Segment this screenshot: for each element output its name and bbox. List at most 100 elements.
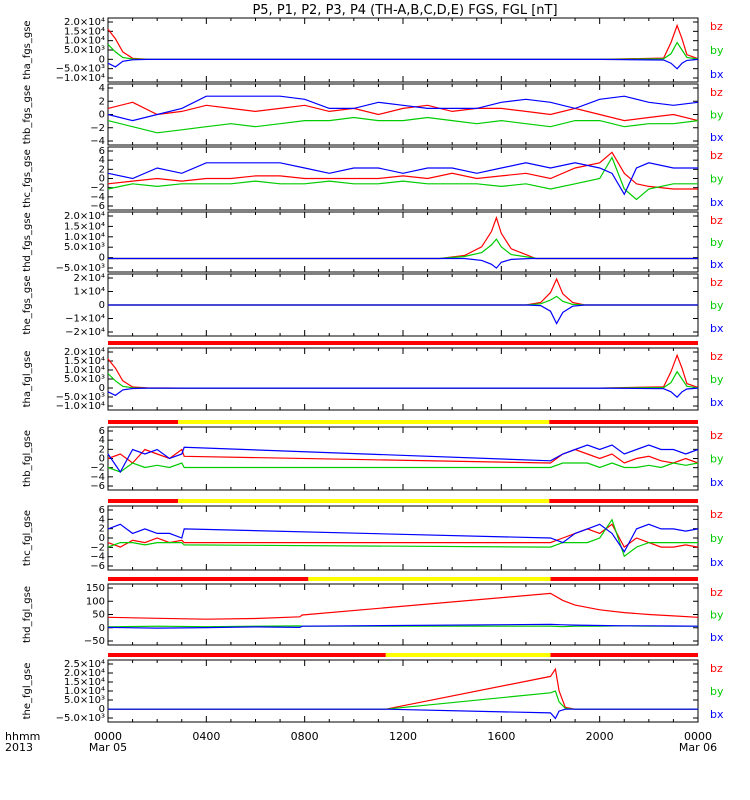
y-tick-label: 0 (99, 174, 105, 185)
legend-label-bx: bx (710, 556, 724, 569)
panel-frame (107, 211, 699, 273)
y-axis-title: thd_fgl_gse (22, 586, 33, 643)
y-tick-label: 4 (99, 155, 105, 166)
series-line-bx (107, 95, 699, 122)
y-tick-label: −4 (90, 552, 105, 563)
legend-label-bx: bx (710, 258, 724, 271)
legend-label-bz: bz (710, 20, 723, 33)
y-tick-label: 0 (99, 623, 105, 634)
legend-label-bz: bz (710, 214, 723, 227)
y-tick-label: −1×10⁴ (65, 314, 105, 325)
mode-bar-segment (550, 577, 698, 581)
series-line-bz (107, 101, 699, 122)
y-axis-title: thb_fgs_gse (22, 85, 33, 144)
legend-label-bx: bx (710, 396, 724, 409)
legend-label-bz: bz (710, 350, 723, 363)
series-line-by (108, 295, 698, 306)
panel-frame (107, 83, 699, 146)
y-tick-label: 6 (99, 505, 105, 516)
legend-label-by: by (710, 373, 724, 386)
mode-bar-segment (108, 499, 179, 503)
x-tick-label: 2000 (586, 730, 614, 743)
y-tick-label: −4 (90, 192, 105, 203)
legend-label-bx: bx (710, 131, 724, 144)
y-tick-label: 100 (86, 596, 105, 607)
y-tick-label: 2.0×10⁴ (64, 211, 105, 222)
series-line-bx (108, 257, 698, 269)
panel-frame (107, 146, 699, 211)
y-tick-label: 2.5×10⁴ (64, 659, 105, 670)
x-tick-label: 0400 (192, 730, 220, 743)
series-line-bz (107, 523, 699, 548)
time-axis: hhmm 2013 0000 0400 0800 1200 1600 2000 0000Ma… (5, 730, 717, 754)
legend-label-by: by (710, 173, 724, 186)
series-line-bx (107, 387, 699, 399)
legend-label-by: by (710, 44, 724, 57)
y-tick-label: 5.0×10³ (64, 45, 105, 56)
y-tick-label: 0 (99, 54, 105, 65)
series-line-bz (108, 667, 698, 710)
legend-label-by: by (710, 453, 724, 466)
y-tick-label: 5.0×10³ (64, 374, 105, 385)
y-tick-label: 1.0×10⁴ (64, 686, 105, 697)
legend-label-by: by (710, 685, 724, 698)
y-tick-label: 6 (99, 146, 105, 157)
series-line-bz (108, 277, 698, 306)
x-tick-label: 0000 (94, 730, 122, 743)
legend-label-by: by (710, 109, 724, 122)
y-tick-label: −5.0×10³ (56, 392, 105, 403)
panel-thd_fgl_gse: 150 100 50 0 −50 thd_fgl_gse bz by bx (22, 577, 724, 647)
y-tick-label: −5.0×10³ (56, 64, 105, 75)
legend-label-bz: bz (710, 508, 723, 521)
y-axis-title: tha_fgl_gse (22, 351, 33, 408)
series-line-bz (107, 448, 699, 464)
y-axis-title: the_fgl_gse (22, 663, 33, 720)
mode-bar-segment (108, 420, 179, 424)
y-tick-label: 0 (99, 253, 105, 264)
y-axis-title: thd_fgs_gse (22, 212, 33, 271)
mode-bar-segment (178, 499, 550, 503)
legend-label-by: by (710, 236, 724, 249)
legend-label-bx: bx (710, 322, 724, 335)
panel-frame (107, 583, 699, 646)
panel-frame (107, 426, 699, 491)
y-tick-label: 4 (99, 435, 105, 446)
y-tick-label: 2.0×10⁴ (64, 17, 105, 28)
y-tick-label: −6 (90, 481, 105, 492)
y-tick-label: 0 (99, 300, 105, 311)
series-line-bz (107, 151, 698, 190)
y-tick-label: 1.5×10⁴ (64, 356, 105, 367)
y-axis-title: thb_fgl_gse (22, 430, 33, 487)
y-tick-label: 150 (86, 583, 105, 594)
series-line-bx (107, 58, 699, 70)
y-tick-label: 5.0×10³ (64, 242, 105, 253)
y-tick-label: 2 (99, 524, 105, 535)
y-tick-label: 1.0×10⁴ (64, 365, 105, 376)
y-tick-label: 1.0×10⁴ (64, 232, 105, 243)
y-axis-title: the_fgs_gse (22, 275, 33, 334)
legend-label-bx: bx (710, 708, 724, 721)
y-tick-label: −2 (90, 123, 105, 134)
x-label-hhmm: hhmm (5, 730, 40, 743)
series-line-bx (107, 162, 698, 196)
legend-label-bz: bz (710, 586, 723, 599)
legend-label-by: by (710, 532, 724, 545)
y-tick-label: −1.0×10⁴ (56, 401, 105, 412)
series-line-by (108, 238, 698, 260)
legend-label-by: by (710, 299, 724, 312)
mode-bar-segment (549, 499, 698, 503)
x-tick-label: 1200 (389, 730, 417, 743)
legend-label-bx: bx (710, 631, 724, 644)
series-line-bz (107, 353, 699, 389)
mode-bar-segment (550, 653, 698, 657)
series-line-by (107, 156, 698, 201)
y-tick-label: 2 (99, 164, 105, 175)
y-tick-label: 1.0×10⁴ (64, 36, 105, 47)
panel-tha_fgl_gse: 2.0×10⁴1.5×10⁴1.0×10⁴5.0×10³0−5.0×10³−1.… (22, 341, 724, 412)
series-line-bz (108, 215, 698, 260)
y-tick-label: −6 (90, 561, 105, 572)
